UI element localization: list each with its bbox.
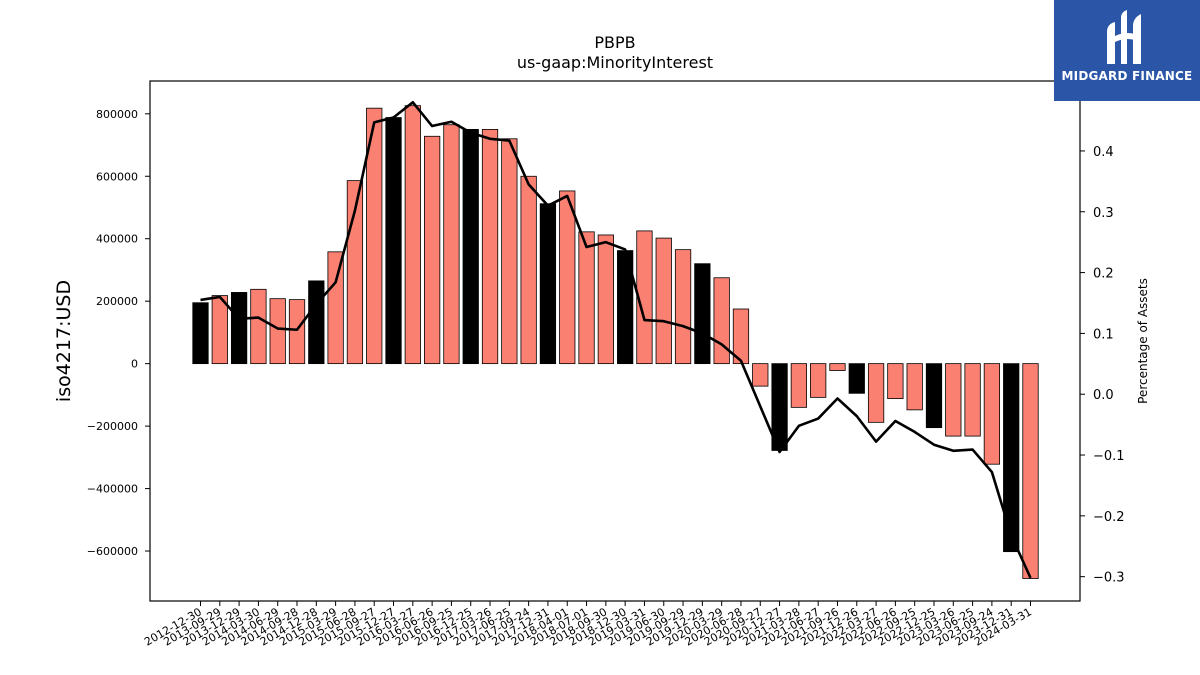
bar — [192, 302, 209, 365]
y2-axis-label: Percentage of Assets — [1136, 278, 1150, 404]
brand-name: MIDGARD FINANCE — [1061, 69, 1193, 83]
line-group — [200, 100, 1032, 579]
bar — [481, 129, 499, 365]
bar — [443, 124, 460, 365]
y-tick-label: 200000 — [96, 295, 138, 308]
bar — [867, 363, 885, 423]
bar — [366, 107, 383, 365]
bar — [887, 363, 904, 400]
bar — [597, 234, 614, 365]
y2-tick-label: −0.1 — [1093, 449, 1125, 464]
percentage-line — [200, 100, 1032, 579]
bar — [1022, 363, 1039, 579]
bar — [327, 251, 344, 365]
bar — [694, 263, 711, 365]
bar — [424, 135, 441, 365]
bar — [810, 363, 827, 398]
y2-tick-label: 0.3 — [1093, 206, 1114, 221]
bar — [713, 277, 730, 365]
bar — [1003, 363, 1020, 553]
bar — [559, 190, 576, 365]
y-tick-label: −400000 — [87, 483, 138, 496]
bars-group — [192, 105, 1039, 579]
bar — [269, 298, 286, 365]
bar — [848, 363, 865, 394]
bar — [983, 363, 1001, 465]
chart-subtitle: us-gaap:MinorityInterest — [517, 53, 713, 72]
y-tick-label: −200000 — [87, 420, 138, 433]
bar — [462, 129, 479, 365]
bar — [964, 363, 981, 437]
bar — [752, 363, 769, 387]
bar — [520, 175, 537, 365]
bar — [829, 363, 846, 371]
y2-tick-label: −0.2 — [1093, 510, 1125, 525]
bar — [790, 363, 807, 408]
y2-tick-label: 0.0 — [1093, 388, 1114, 403]
bar — [385, 117, 402, 365]
bar — [230, 292, 248, 365]
y-axis-label: iso4217:USD — [53, 280, 75, 402]
y-tick-label: 600000 — [96, 170, 138, 183]
brand-logo: MIDGARD FINANCE — [1054, 0, 1200, 101]
y-tick-label: 800000 — [96, 108, 138, 121]
y2-tick-label: 0.1 — [1093, 327, 1114, 342]
bar — [906, 363, 923, 411]
y2-tick-label: −0.3 — [1093, 571, 1125, 586]
bar — [636, 230, 653, 365]
bar — [211, 295, 228, 365]
bar — [288, 299, 306, 365]
bar — [945, 363, 962, 437]
y-axis-left: −600000 −400000 −200000 0 200000 400000 600000… — [87, 108, 150, 558]
bar — [308, 280, 325, 365]
chart-title: PBPB — [594, 33, 635, 52]
y-tick-label: 400000 — [96, 233, 138, 246]
bar — [925, 363, 943, 429]
plot-frame — [149, 80, 1081, 602]
y2-tick-label: 0.4 — [1093, 145, 1114, 160]
bar — [250, 288, 267, 365]
bar — [674, 249, 692, 365]
x-axis: 2012-12-302013-09-292013-12-292014-03-30… — [142, 601, 1034, 649]
y2-tick-label: 0.2 — [1093, 267, 1114, 282]
y-tick-label: −600000 — [87, 545, 138, 558]
midgard-logo-icon — [1107, 10, 1141, 64]
y-tick-label: 0 — [131, 358, 138, 371]
bar — [655, 237, 672, 365]
y-axis-right: −0.3 −0.2 −0.1 0.0 0.1 0.2 0.3 0.4 — [1080, 145, 1125, 586]
bar — [578, 231, 595, 365]
bar — [539, 203, 557, 365]
bar — [404, 105, 421, 365]
bar — [501, 138, 518, 365]
